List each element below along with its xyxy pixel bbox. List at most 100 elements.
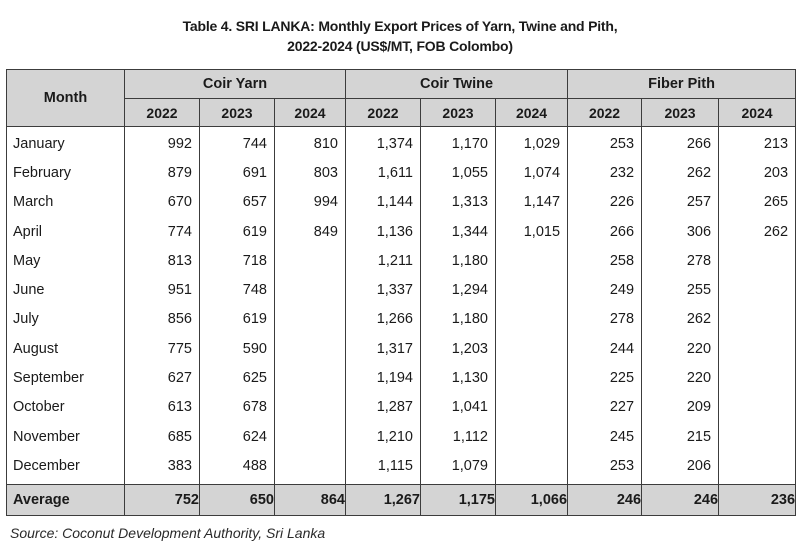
value-cell: 678 <box>199 392 275 422</box>
average-label: Average <box>6 483 125 516</box>
value-cell: 619 <box>199 304 275 335</box>
value-cell: 1,374 <box>345 126 421 159</box>
table-row: August 775 590 1,317 1,203 244 220 <box>6 334 797 364</box>
table-row: April 774 619 849 1,136 1,344 1,015 266 306 262 <box>6 216 797 247</box>
value-cell: 619 <box>199 216 275 247</box>
average-cell: 864 <box>274 483 346 516</box>
table-row: May 813 718 1,211 1,180 258 278 <box>6 246 797 276</box>
source-note: Source: Coconut Development Authority, S… <box>10 525 326 541</box>
value-cell <box>494 275 569 305</box>
value-cell: 744 <box>199 126 275 159</box>
value-cell: 1,287 <box>345 392 421 422</box>
value-cell: 1,294 <box>420 275 496 305</box>
value-cell: 1,147 <box>494 187 569 217</box>
average-cell: 1,175 <box>420 483 496 516</box>
value-cell <box>274 334 346 364</box>
value-cell: 306 <box>641 216 720 247</box>
month-cell: May <box>6 246 125 276</box>
month-cell: March <box>6 187 125 217</box>
year-header: 2024 <box>718 98 797 127</box>
month-cell: August <box>6 334 125 364</box>
value-cell: 1,211 <box>345 246 421 276</box>
value-cell <box>494 392 569 422</box>
table-row: March 670 657 994 1,144 1,313 1,147 226 257 265 <box>6 187 797 217</box>
value-cell: 1,203 <box>420 334 496 364</box>
value-cell: 992 <box>124 126 200 159</box>
value-cell: 1,144 <box>345 187 421 217</box>
year-header: 2022 <box>345 98 421 127</box>
value-cell: 803 <box>274 158 346 188</box>
value-cell: 1,170 <box>420 126 496 159</box>
value-cell: 718 <box>199 246 275 276</box>
value-cell: 383 <box>124 451 200 485</box>
value-cell: 590 <box>199 334 275 364</box>
value-cell: 856 <box>124 304 200 335</box>
month-cell: July <box>6 304 125 335</box>
value-cell <box>718 451 797 485</box>
value-cell <box>274 246 346 276</box>
value-cell: 1,079 <box>420 451 496 485</box>
value-cell: 1,055 <box>420 158 496 188</box>
export-prices-table: Month Coir Yarn Coir Twine Fiber Pith 20… <box>6 69 797 516</box>
value-cell <box>718 275 797 305</box>
table-title: Table 4. SRI LANKA: Monthly Export Price… <box>0 16 800 56</box>
value-cell: 691 <box>199 158 275 188</box>
group-header-fiber-pith: Fiber Pith <box>567 69 797 99</box>
value-cell: 262 <box>641 158 720 188</box>
value-cell: 1,136 <box>345 216 421 247</box>
value-cell <box>718 304 797 335</box>
month-cell: January <box>6 126 125 159</box>
value-cell <box>494 304 569 335</box>
value-cell: 220 <box>641 363 720 393</box>
value-cell: 258 <box>567 246 643 276</box>
value-cell: 232 <box>567 158 643 188</box>
value-cell <box>274 392 346 422</box>
value-cell: 1,074 <box>494 158 569 188</box>
value-cell: 625 <box>199 363 275 393</box>
value-cell <box>274 363 346 393</box>
year-header: 2023 <box>199 98 275 127</box>
year-header: 2023 <box>420 98 496 127</box>
value-cell: 262 <box>641 304 720 335</box>
table-row: October 613 678 1,287 1,041 227 209 <box>6 392 797 422</box>
value-cell: 226 <box>567 187 643 217</box>
value-cell: 774 <box>124 216 200 247</box>
value-cell: 209 <box>641 392 720 422</box>
value-cell: 203 <box>718 158 797 188</box>
group-header-row: Month Coir Yarn Coir Twine Fiber Pith <box>6 69 797 127</box>
value-cell: 278 <box>641 246 720 276</box>
month-cell: October <box>6 392 125 422</box>
value-cell <box>494 334 569 364</box>
year-header-row: 2022 2023 2024 2022 2023 2024 2022 2023 … <box>7 98 797 127</box>
value-cell: 215 <box>641 421 720 452</box>
value-cell: 262 <box>718 216 797 247</box>
value-cell: 849 <box>274 216 346 247</box>
value-cell: 266 <box>641 126 720 159</box>
value-cell <box>274 275 346 305</box>
average-row: Average 752 650 864 1,267 1,175 1,066 24… <box>6 483 797 516</box>
value-cell <box>494 246 569 276</box>
table-row: June 951 748 1,337 1,294 249 255 <box>6 275 797 305</box>
value-cell: 265 <box>718 187 797 217</box>
year-header: 2023 <box>641 98 720 127</box>
table-title-line-1: Table 4. SRI LANKA: Monthly Export Price… <box>182 18 618 34</box>
value-cell: 244 <box>567 334 643 364</box>
value-cell: 1,115 <box>345 451 421 485</box>
year-header: 2024 <box>494 98 569 127</box>
average-cell: 1,066 <box>494 483 569 516</box>
value-cell: 1,611 <box>345 158 421 188</box>
value-cell <box>274 421 346 452</box>
table-row: November 685 624 1,210 1,112 245 215 <box>6 421 797 452</box>
table-title-line-2: 2022-2024 (US$/MT, FOB Colombo) <box>287 38 513 54</box>
year-header: 2024 <box>274 98 346 127</box>
average-cell: 246 <box>641 483 720 516</box>
value-cell: 257 <box>641 187 720 217</box>
value-cell: 1,041 <box>420 392 496 422</box>
value-cell: 775 <box>124 334 200 364</box>
value-cell <box>274 304 346 335</box>
value-cell: 1,112 <box>420 421 496 452</box>
average-cell: 650 <box>199 483 275 516</box>
value-cell: 1,180 <box>420 304 496 335</box>
value-cell: 627 <box>124 363 200 393</box>
year-header: 2022 <box>567 98 643 127</box>
